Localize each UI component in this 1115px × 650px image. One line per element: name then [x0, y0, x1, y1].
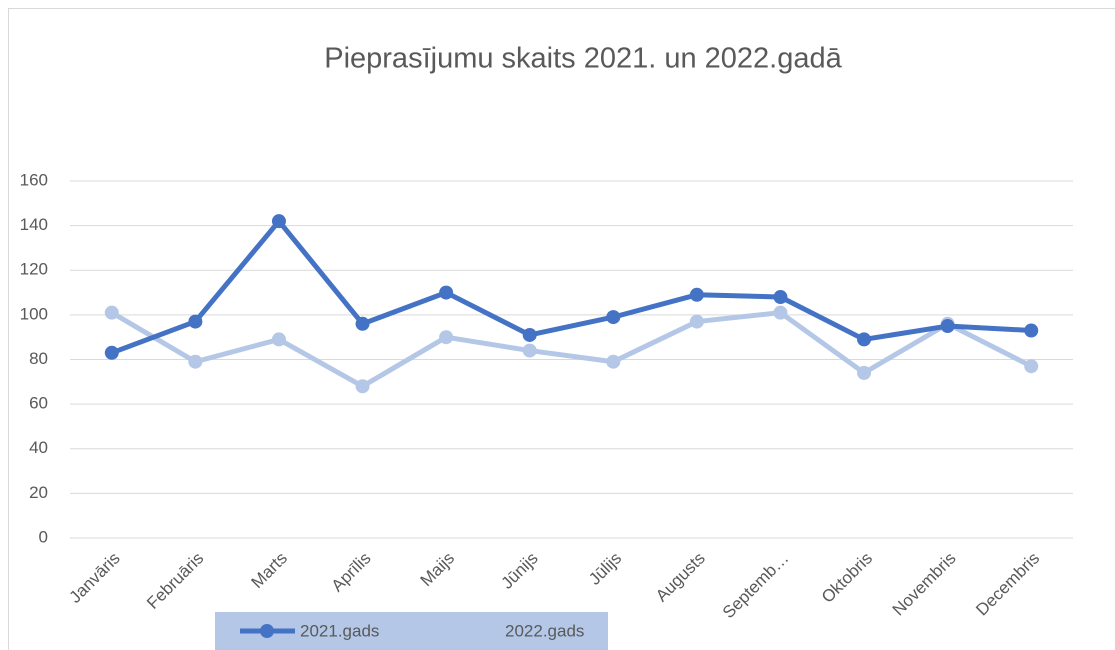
marker [355, 316, 370, 331]
marker [606, 310, 621, 325]
marker [271, 332, 286, 347]
marker [689, 287, 704, 302]
marker [606, 354, 621, 369]
y-tick-label: 0 [39, 527, 48, 546]
marker [773, 305, 788, 320]
marker [522, 343, 537, 358]
marker [104, 345, 119, 360]
marker [104, 305, 119, 320]
legend-marker [465, 624, 479, 638]
marker [439, 285, 454, 300]
marker [857, 365, 872, 380]
legend-marker [260, 624, 274, 638]
marker [773, 290, 788, 305]
marker [522, 327, 537, 342]
marker [1024, 323, 1039, 338]
marker [188, 314, 203, 329]
y-tick-label: 80 [29, 349, 48, 368]
marker [689, 314, 704, 329]
line [110, 310, 1033, 389]
marker [439, 330, 454, 345]
y-tick-label: 60 [29, 394, 48, 413]
marker [857, 332, 872, 347]
chart-title: Pieprasījumu skaits 2021. un 2022.gadā [324, 43, 842, 75]
y-tick-label: 20 [29, 483, 48, 502]
marker [271, 214, 286, 229]
line [110, 218, 1032, 356]
marker [355, 379, 370, 394]
y-tick-label: 120 [20, 260, 48, 279]
y-tick-label: 100 [20, 304, 48, 323]
legend-label: 2021.gads [300, 621, 379, 640]
y-tick-label: 40 [29, 438, 48, 457]
y-tick-label: 140 [20, 215, 48, 234]
marker [1024, 359, 1039, 374]
marker [940, 319, 955, 334]
legend-label: 2022.gads [505, 621, 584, 640]
marker [188, 354, 203, 369]
y-tick-label: 160 [20, 170, 48, 189]
